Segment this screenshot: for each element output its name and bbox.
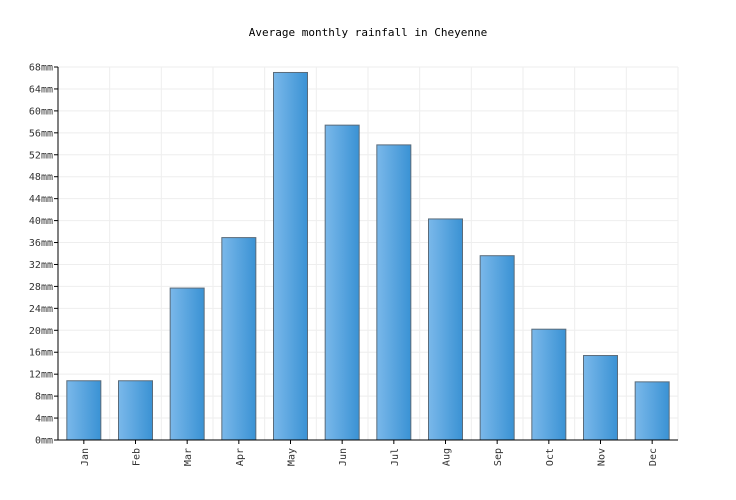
x-tick-label: Sep xyxy=(493,448,504,466)
x-tick-label: Jul xyxy=(390,448,401,466)
tick-labels: 0mm 4mm 8mm 12mm 16mm 20mm 24mm 28mm 32mm 36mm 40m… xyxy=(29,63,659,467)
x-tick-label: Mar xyxy=(183,448,194,466)
y-tick-label: 8mm xyxy=(35,392,53,403)
y-tick-label: 60mm xyxy=(29,106,53,117)
x-tick-label: Dec xyxy=(648,448,659,466)
bar-feb xyxy=(118,380,153,441)
bar-jul xyxy=(376,144,412,441)
y-tick-label: 64mm xyxy=(29,84,53,95)
bar-sep xyxy=(479,255,515,441)
y-tick-label: 36mm xyxy=(29,238,53,249)
bars xyxy=(66,71,670,441)
y-tick-label: 24mm xyxy=(29,304,53,315)
y-tick-label: 16mm xyxy=(29,348,53,359)
y-tick-label: 12mm xyxy=(29,370,53,381)
axes xyxy=(54,66,678,444)
y-tick-label: 44mm xyxy=(29,194,53,205)
x-tick-label: Feb xyxy=(132,448,143,466)
x-tick-label: Oct xyxy=(545,448,556,466)
bar-nov xyxy=(583,355,618,441)
bar-jan xyxy=(66,380,102,441)
x-tick-label: Nov xyxy=(597,448,608,466)
bar-dec xyxy=(634,381,670,441)
bar-oct xyxy=(531,328,567,441)
y-tick-label: 40mm xyxy=(29,216,53,227)
x-tick-label: May xyxy=(287,448,298,466)
y-tick-label: 28mm xyxy=(29,282,53,293)
y-tick-label: 32mm xyxy=(29,260,53,271)
x-tick-label: Jun xyxy=(338,448,349,466)
chart-title: Average monthly rainfall in Cheyenne xyxy=(248,26,488,39)
x-tick-label: Jan xyxy=(80,448,91,466)
bar-aug xyxy=(428,218,463,441)
y-tick-label: 48mm xyxy=(29,172,53,183)
bar-may xyxy=(273,71,308,441)
x-tick-label: Aug xyxy=(442,448,453,466)
y-tick-label: 56mm xyxy=(29,128,53,139)
x-tick-label: Apr xyxy=(235,448,246,466)
bar-mar xyxy=(169,287,205,441)
y-tick-label: 52mm xyxy=(29,150,53,161)
grid-lines xyxy=(58,66,679,440)
bar-jun xyxy=(324,124,360,441)
y-tick-label: 20mm xyxy=(29,326,53,337)
y-tick-label: 68mm xyxy=(29,63,53,74)
bar-apr xyxy=(221,237,257,441)
y-tick-label: 0mm xyxy=(35,436,53,447)
y-tick-label: 4mm xyxy=(35,414,53,425)
